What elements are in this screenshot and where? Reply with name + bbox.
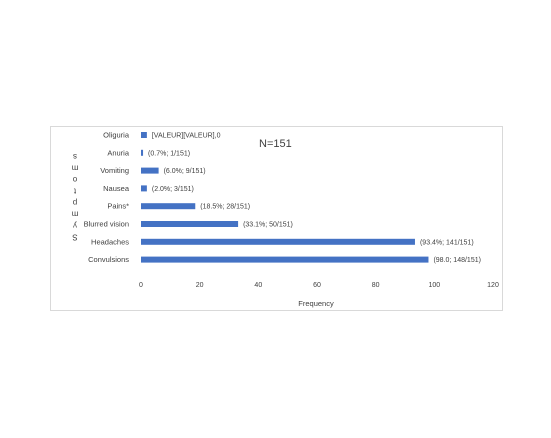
x-tick-label: 80 [372,282,380,289]
data-label: (6.0%; 9/151) [164,168,206,175]
symptoms-bar-chart: Oliguria Anuria Vomiting Nausea Pains* Blurre… [71,131,499,309]
x-tick-label: 0 [139,282,143,289]
y-axis-title-letter: o [72,175,77,184]
y-axis-title-letter: y [73,221,77,230]
category-label: Nausea [103,184,130,193]
y-axis-title-letter: S [72,233,77,242]
y-axis-title-letter: s [73,152,77,161]
y-axis-title-letter: m [71,210,78,219]
data-label: (0.7%; 1/151) [148,150,190,157]
data-label: (2.0%; 3/151) [152,186,194,193]
x-tick-label: 120 [487,282,499,289]
x-tick-label: 40 [254,282,262,289]
bar-oliguria [141,132,147,138]
bar-anuria [141,149,144,156]
chart-frame: Oliguria Anuria Vomiting Nausea Pains* Blurre… [50,126,503,311]
data-label: (93.4%; 141/151) [420,239,474,246]
data-label: (33.1%; 50/151) [243,222,293,229]
category-label: Pains* [107,202,129,211]
x-tick-label: 60 [313,282,321,289]
sample-size-annotation: N=151 [259,138,292,150]
bar-blurred-vision [141,221,239,227]
x-tick-label: 100 [428,282,440,289]
bar-vomiting [141,167,159,174]
y-axis-title-letter: p [72,198,77,207]
bar-pains [141,203,196,210]
bar-headaches [141,238,415,245]
category-label: Headaches [91,237,129,246]
y-axis-title-letter: t [73,187,76,196]
x-axis-title: Frequency [298,299,334,308]
category-label: Oliguria [103,131,130,140]
y-axis-title-letter: m [71,164,78,173]
category-label: Blurred vision [84,220,129,229]
bar-nausea [141,185,147,192]
category-label: Anuria [107,148,130,157]
category-label: Vomiting [100,166,129,175]
category-label: Convulsions [88,255,129,264]
x-tick-label: 20 [196,282,204,289]
bar-convulsions [141,256,429,263]
data-label: [VALEUR][VALEUR],0 [152,133,221,140]
data-label: (98.0; 148/151) [433,257,480,264]
data-label: (18.5%; 28/151) [200,204,250,211]
